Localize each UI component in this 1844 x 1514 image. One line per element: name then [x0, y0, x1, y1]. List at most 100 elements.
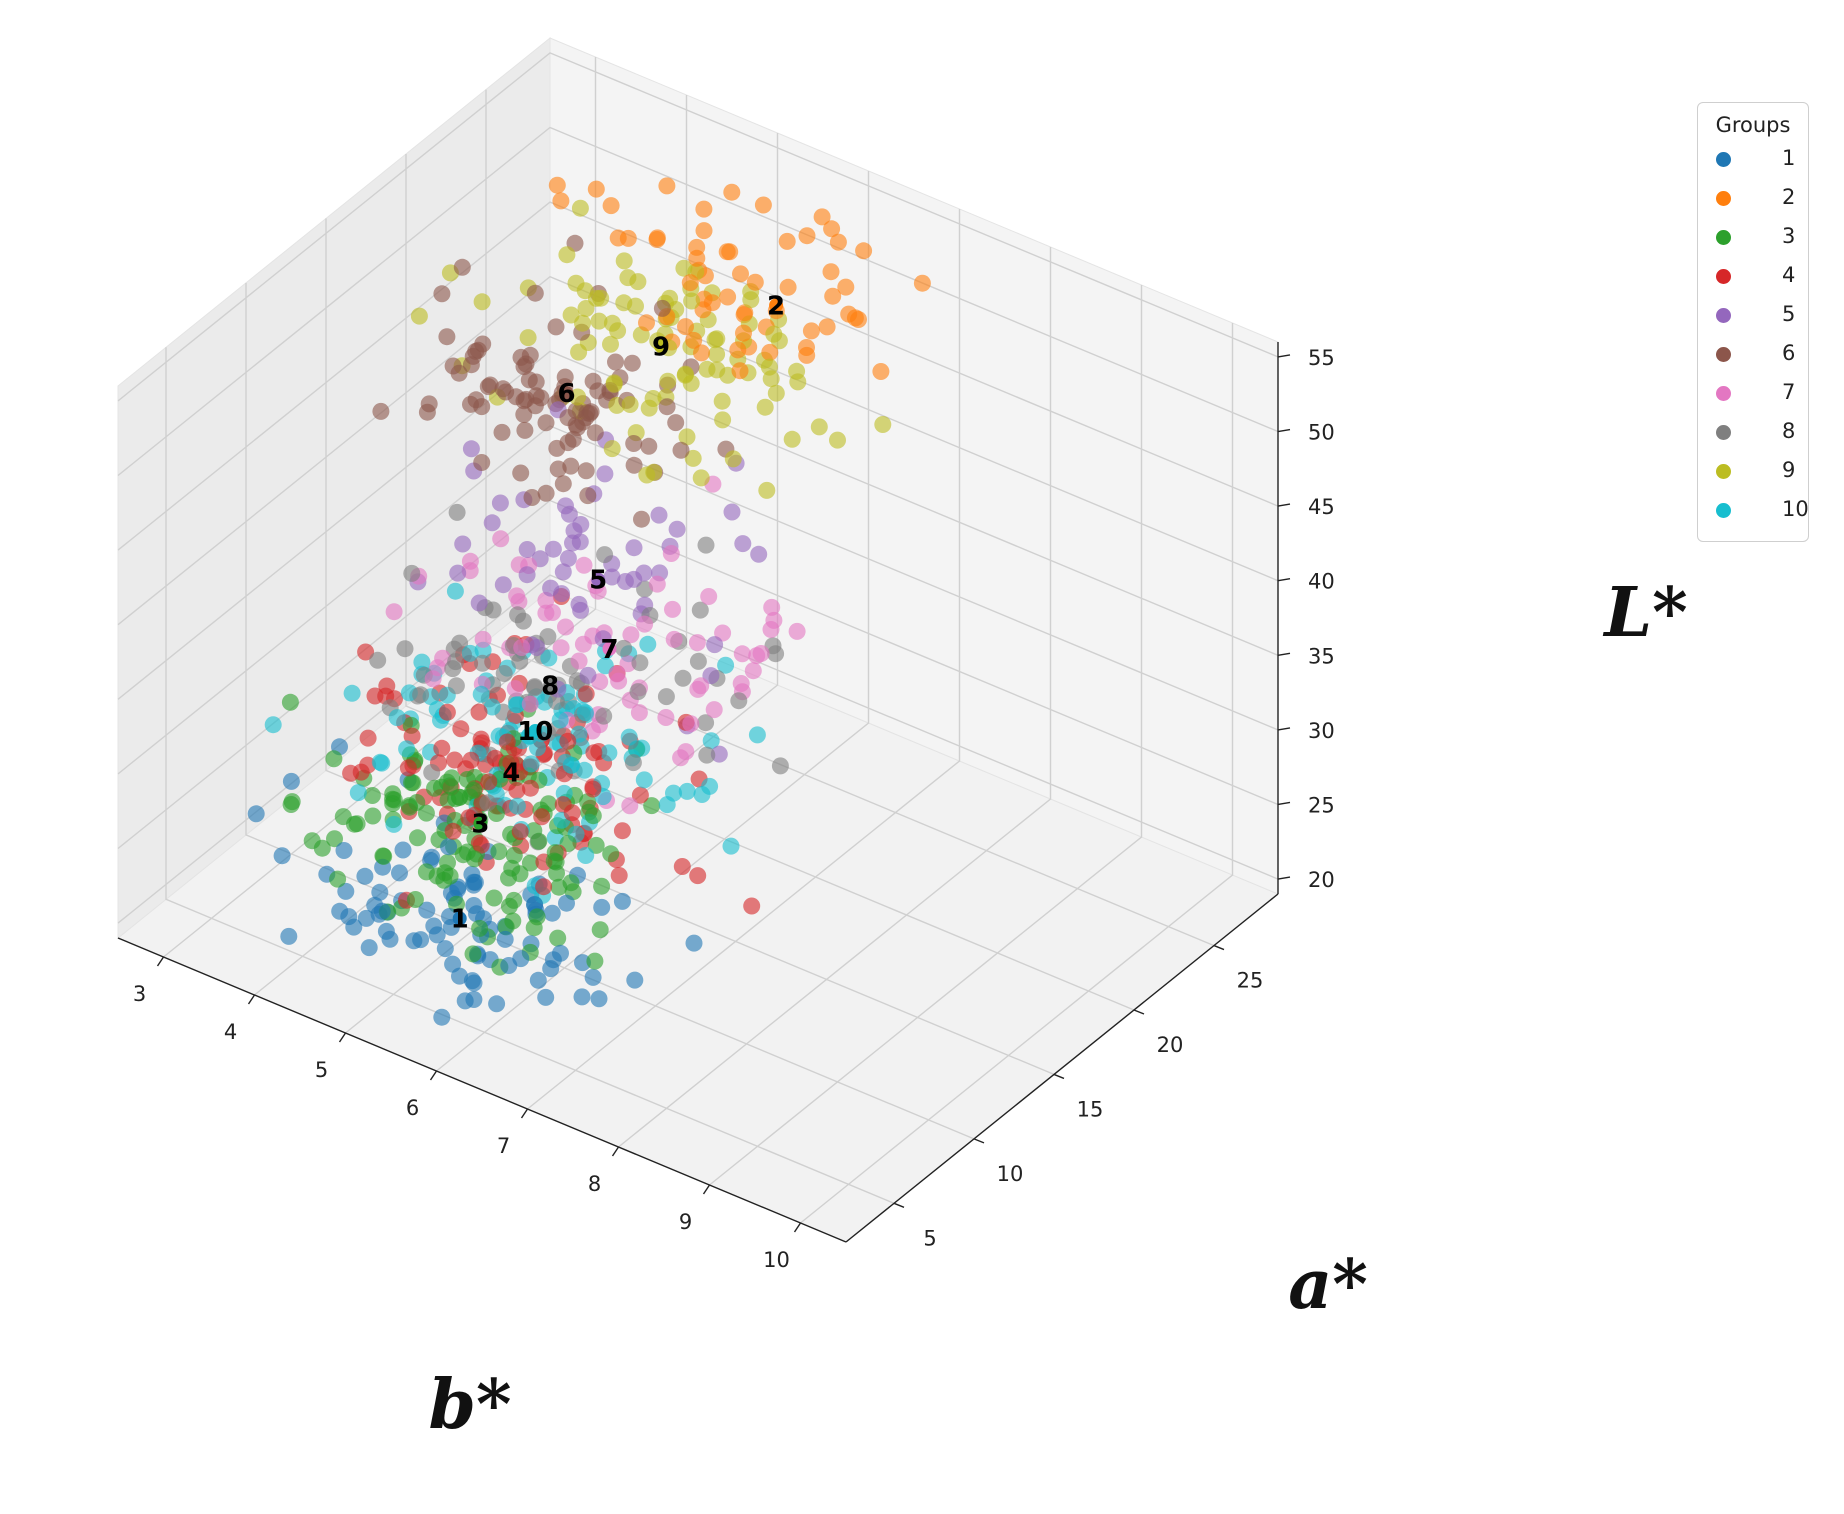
x-tick-label: 5	[315, 1058, 328, 1082]
data-point-group-1	[418, 901, 436, 919]
data-point-group-2	[731, 362, 749, 380]
data-point-group-3	[426, 779, 443, 797]
data-point-group-6	[467, 391, 485, 409]
z-tick-label: 55	[1308, 346, 1335, 370]
data-point-group-1	[337, 882, 355, 900]
grid-line-x	[618, 247, 1052, 1148]
legend: Groups 1 2 3 4 5 6 7 8 9 10	[1697, 102, 1809, 542]
data-point-group-5	[528, 639, 546, 656]
data-point-group-8	[674, 669, 692, 687]
data-point-group-9	[640, 399, 658, 417]
legend-marker	[1716, 308, 1731, 323]
data-point-group-2	[602, 197, 620, 215]
data-point-group-8	[495, 665, 513, 682]
data-point-group-5	[734, 535, 752, 553]
data-point-group-3	[364, 807, 382, 825]
data-point-group-3	[602, 845, 620, 863]
legend-label: 3	[1782, 224, 1796, 248]
data-point-group-1	[428, 926, 446, 944]
data-point-group-2	[822, 263, 840, 281]
y-tick-label: 10	[997, 1162, 1024, 1186]
data-point-group-6	[433, 285, 451, 303]
data-point-group-8	[657, 688, 675, 706]
data-point-group-8	[423, 764, 441, 781]
data-point-group-1	[371, 883, 389, 901]
centroid-marker-5	[591, 572, 606, 587]
data-point-group-6	[547, 318, 565, 336]
x-tick	[247, 994, 256, 1005]
data-point-group-2	[688, 249, 706, 267]
data-point-group-3	[584, 807, 602, 825]
data-point-group-7	[513, 639, 531, 656]
legend-item-9: 9	[1716, 457, 1806, 487]
data-point-group-1	[626, 971, 644, 989]
data-point-group-9	[558, 246, 576, 264]
data-point-group-3	[549, 929, 567, 947]
data-point-group-3	[403, 774, 420, 792]
data-point-group-3	[448, 895, 465, 913]
data-point-group-10	[413, 653, 431, 671]
centroid-marker-7	[602, 641, 617, 656]
data-point-group-7	[664, 600, 681, 618]
data-point-group-4	[631, 786, 649, 804]
data-point-group-9	[724, 450, 742, 468]
data-point-group-3	[511, 865, 529, 883]
data-point-group-9	[762, 370, 780, 388]
data-point-group-1	[456, 992, 474, 1010]
data-point-group-8	[403, 564, 421, 582]
data-point-group-6	[625, 456, 643, 474]
y-tick	[1213, 944, 1225, 951]
data-point-group-10	[639, 635, 657, 653]
data-point-group-8	[596, 546, 614, 564]
data-point-group-2	[548, 176, 566, 194]
data-point-group-4	[498, 733, 516, 751]
data-point-group-6	[537, 414, 555, 432]
data-point-group-5	[710, 745, 728, 763]
data-point-group-2	[872, 363, 890, 380]
data-point-group-2	[829, 233, 847, 251]
cluster-label-8: 8	[541, 672, 559, 702]
data-point-group-2	[693, 344, 710, 362]
data-point-group-3	[591, 921, 609, 939]
data-point-group-9	[758, 481, 776, 499]
data-point-group-10	[702, 732, 720, 750]
data-point-group-10	[522, 755, 540, 773]
data-point-group-1	[356, 867, 374, 885]
data-point-group-5	[483, 514, 501, 532]
data-point-group-3	[281, 693, 299, 711]
data-point-group-1	[373, 902, 391, 920]
data-point-group-7	[788, 622, 806, 640]
data-point-group-10	[577, 847, 595, 864]
cluster-labels: 1 2 34 5 6 7 8 9 10	[451, 291, 785, 934]
data-point-group-4	[533, 808, 551, 826]
data-point-group-6	[494, 380, 512, 398]
data-point-group-7	[506, 680, 524, 698]
data-point-group-4	[559, 732, 577, 750]
data-point-group-4	[585, 744, 603, 762]
data-point-group-10	[446, 582, 464, 600]
centroid-marker-4	[504, 765, 519, 780]
data-point-group-2	[719, 288, 737, 306]
data-point-group-4	[472, 730, 490, 748]
y-tick	[1053, 1073, 1065, 1080]
data-point-group-5	[470, 594, 488, 612]
data-point-group-3	[326, 830, 343, 848]
data-point-group-9	[590, 312, 608, 330]
data-point-group-2	[824, 287, 842, 305]
legend-item-7: 7	[1716, 379, 1806, 409]
legend-item-1: 1	[1716, 145, 1806, 175]
data-point-group-7	[657, 709, 675, 726]
data-point-group-3	[500, 897, 518, 915]
data-point-group-9	[708, 330, 726, 348]
data-point-group-1	[280, 927, 298, 945]
data-point-group-6	[462, 356, 480, 374]
data-point-group-5	[706, 636, 724, 654]
data-point-group-1	[381, 930, 399, 948]
data-point-group-6	[473, 454, 491, 471]
data-point-group-10	[398, 740, 416, 758]
data-point-group-9	[874, 416, 892, 433]
data-point-group-10	[717, 656, 735, 674]
data-point-group-9	[603, 440, 621, 458]
data-point-group-4	[563, 804, 581, 822]
legend-marker	[1716, 230, 1731, 245]
